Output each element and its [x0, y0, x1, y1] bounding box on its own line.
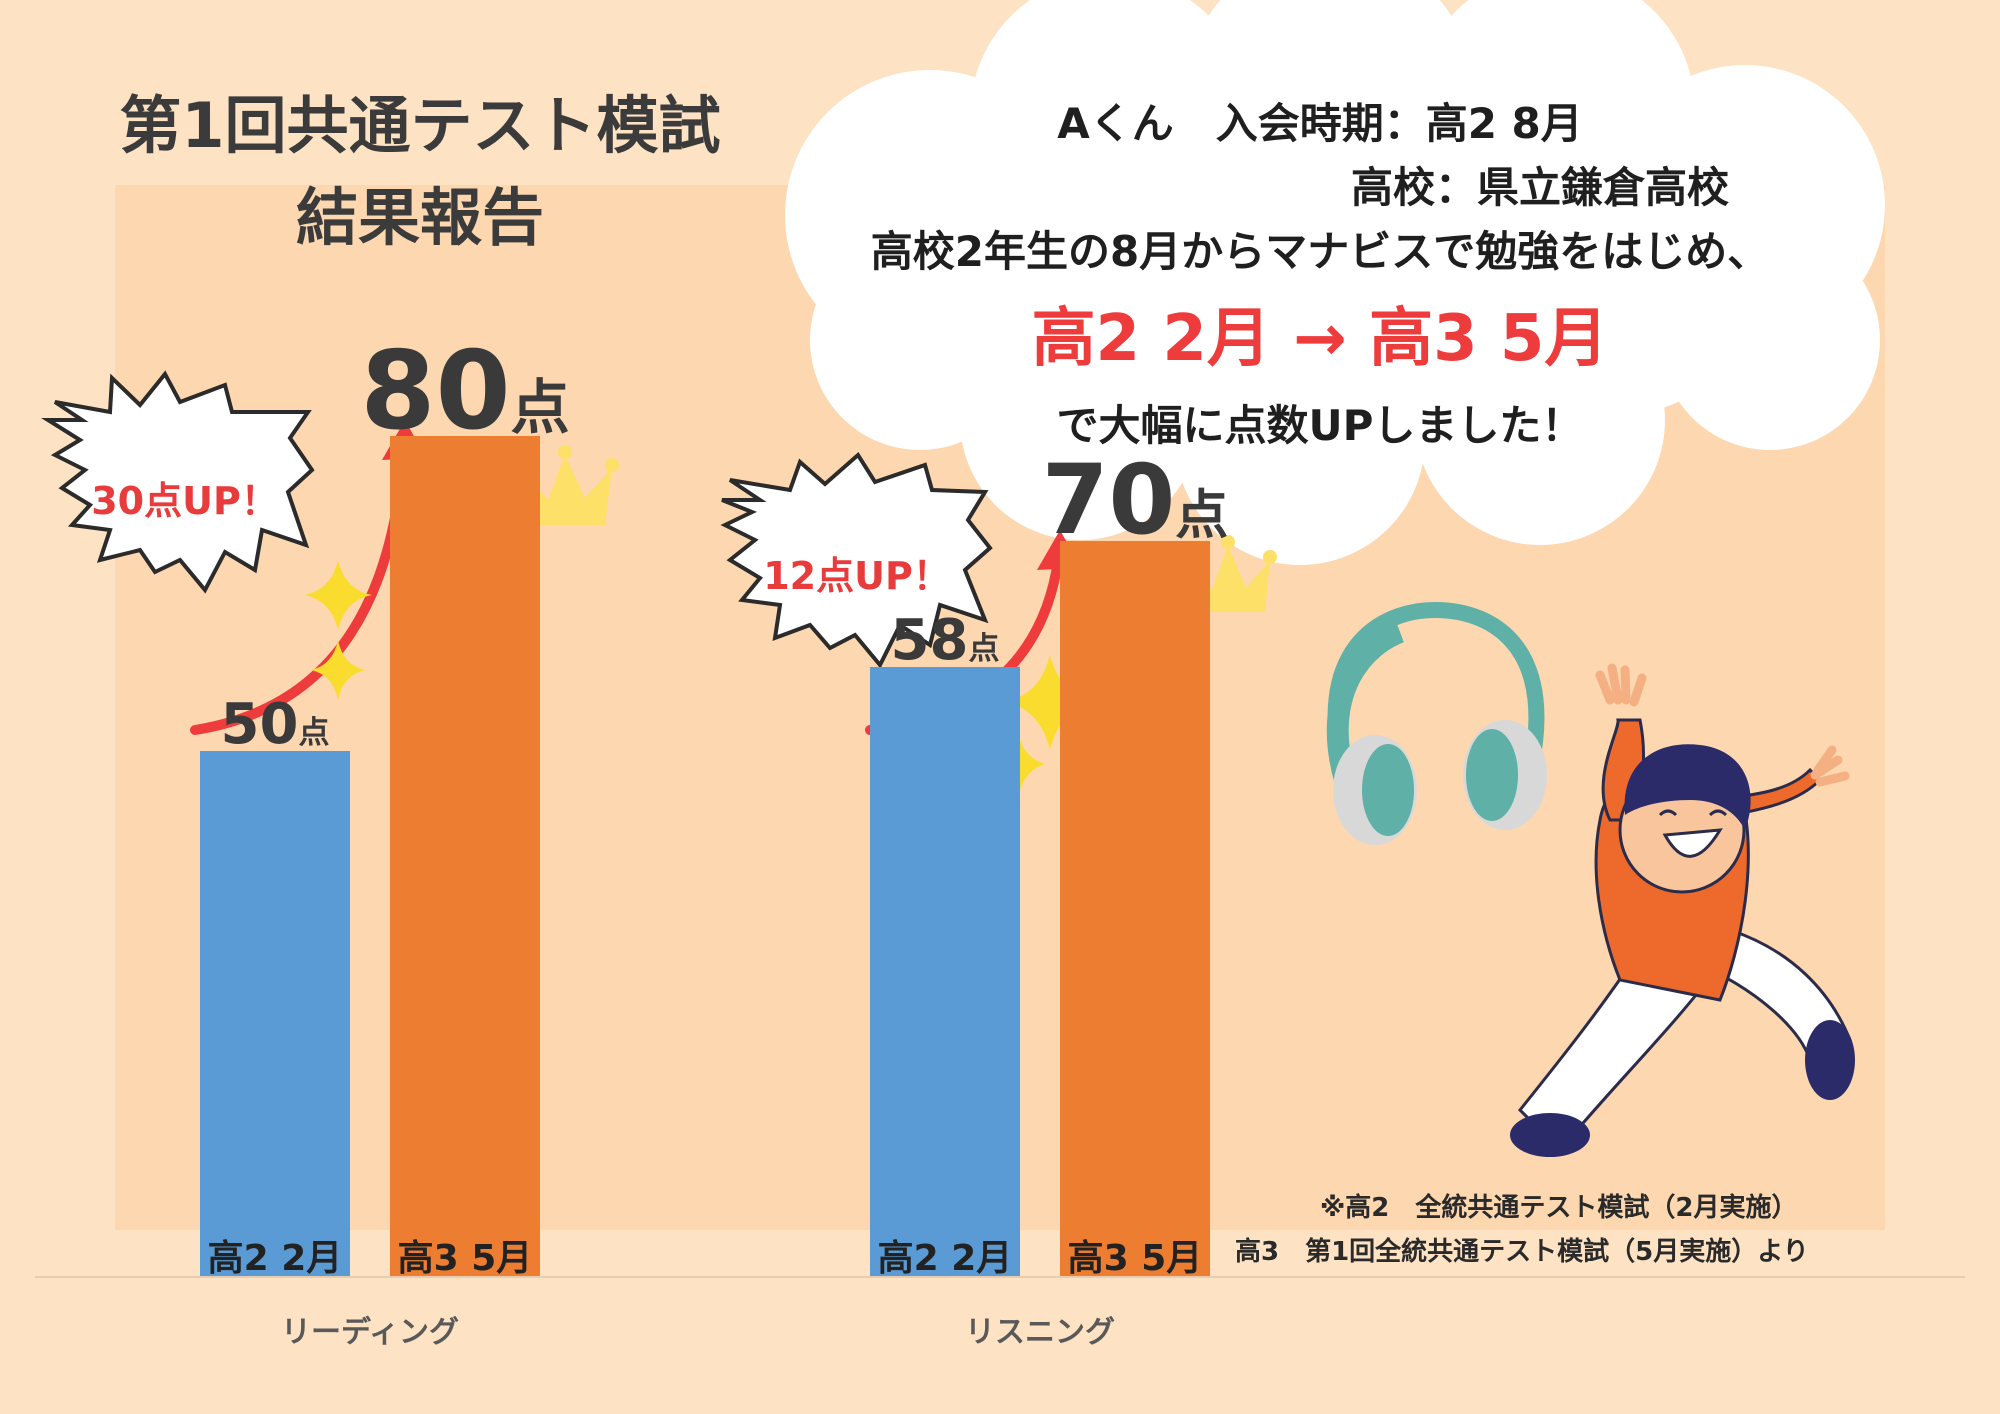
- data-label: 58点: [891, 608, 1000, 673]
- chart-baseline: [35, 1276, 1965, 1278]
- bar-1-2: [870, 667, 1020, 1276]
- series-tick-label: 高2 2月: [208, 1238, 343, 1279]
- data-label: 70点: [1042, 444, 1229, 556]
- badge-reading-shape: [41, 370, 315, 594]
- badge-listening-shape: [720, 451, 993, 669]
- info-cloud: Aくん 入会時期：高2 8月 高校：県立鎌倉高校 高校2年生の8月からマナビスで…: [820, 92, 1820, 458]
- title-line-2: 結果報告: [295, 181, 544, 254]
- badge-reading: 30点UP！: [91, 479, 279, 523]
- info-line-3: 高校2年生の8月からマナビスで勉強をはじめ、: [870, 227, 1770, 276]
- bar-2-1: [390, 436, 540, 1276]
- info-line-2: 高校：県立鎌倉高校: [1350, 163, 1729, 212]
- badge-listening: 12点UP！: [763, 554, 951, 598]
- data-label: 50点: [221, 692, 330, 757]
- headphones-icon: [1326, 601, 1547, 845]
- footnote-line-2: 高3 第1回全統共通テスト模試（5月実施）より: [1235, 1237, 1809, 1267]
- info-line-5: で大幅に点数UPしました！: [1056, 401, 1584, 450]
- footnote: ※高2 全統共通テスト模試（2月実施） 高3 第1回全統共通テスト模試（5月実施…: [1235, 1186, 1975, 1274]
- title-line-1: 第1回共通テスト模試: [119, 89, 721, 162]
- category-label: リスニング: [965, 1315, 1115, 1350]
- info-highlight: 高2 2月 → 高3 5月: [1031, 302, 1609, 376]
- info-line-1: Aくん 入会時期：高2 8月: [1057, 99, 1583, 148]
- series-tick-label: 高3 5月: [1068, 1238, 1203, 1279]
- series-tick-label: 高3 5月: [398, 1238, 533, 1279]
- series-tick-label: 高2 2月: [878, 1238, 1013, 1279]
- bar-2-2: [1060, 541, 1210, 1276]
- footnote-line-1: ※高2 全統共通テスト模試（2月実施）: [1320, 1193, 1798, 1223]
- bar-1-1: [200, 751, 350, 1276]
- cloud-shape: [785, 0, 1885, 565]
- data-label: 80点: [360, 329, 569, 454]
- category-label: リーディング: [281, 1315, 459, 1350]
- jumping-boy-illustration: [1510, 663, 1855, 1157]
- page-title: 第1回共通テスト模試 結果報告: [60, 80, 780, 264]
